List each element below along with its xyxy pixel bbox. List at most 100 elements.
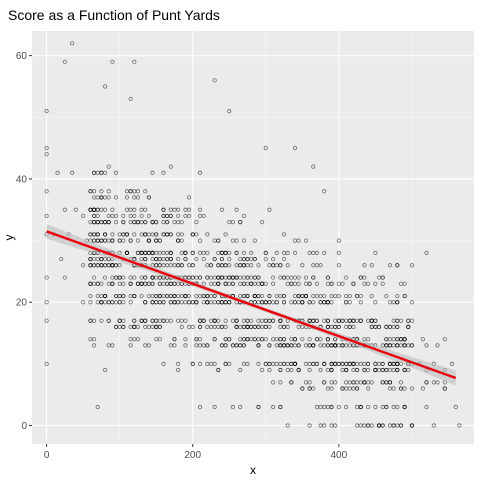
data-point xyxy=(44,109,49,114)
data-point xyxy=(143,189,148,194)
y-tick-label: 0 xyxy=(21,421,27,432)
data-point xyxy=(311,318,316,323)
data-point xyxy=(117,318,122,323)
data-point xyxy=(91,343,97,348)
data-point xyxy=(292,361,298,366)
data-point xyxy=(274,361,279,366)
data-point xyxy=(223,318,228,323)
data-point xyxy=(95,263,100,268)
data-point xyxy=(373,281,378,286)
data-point xyxy=(205,300,210,305)
data-point xyxy=(303,275,309,280)
data-point xyxy=(329,404,334,410)
data-point xyxy=(362,423,367,428)
data-point xyxy=(216,263,221,268)
data-point xyxy=(329,380,334,385)
data-point xyxy=(110,300,115,305)
data-point xyxy=(110,232,115,237)
data-point xyxy=(154,324,159,329)
data-point xyxy=(194,293,199,299)
data-point xyxy=(333,343,338,348)
data-point xyxy=(406,324,411,329)
data-point xyxy=(216,238,221,243)
data-point xyxy=(179,318,184,323)
data-point xyxy=(238,219,243,225)
data-point xyxy=(256,281,261,286)
data-point xyxy=(238,367,243,373)
data-point xyxy=(128,213,133,219)
data-point xyxy=(318,293,323,299)
data-point xyxy=(91,207,97,212)
data-point xyxy=(300,386,305,391)
data-point xyxy=(135,189,141,194)
data-point xyxy=(325,275,330,280)
data-point xyxy=(44,213,49,219)
data-point xyxy=(238,343,243,348)
data-point xyxy=(197,361,203,366)
data-point xyxy=(73,207,78,212)
data-point xyxy=(263,324,268,329)
data-point xyxy=(44,146,49,151)
data-point xyxy=(216,250,221,256)
data-point xyxy=(256,263,261,268)
data-point xyxy=(402,337,407,342)
data-point xyxy=(241,293,246,299)
data-point xyxy=(176,367,181,373)
data-point xyxy=(223,275,228,280)
data-point xyxy=(307,300,312,305)
data-point xyxy=(146,281,151,286)
data-point xyxy=(391,367,396,373)
data-point xyxy=(172,300,177,305)
data-point xyxy=(289,380,294,385)
data-point xyxy=(344,386,349,391)
data-point xyxy=(230,281,236,286)
data-point xyxy=(168,256,173,262)
data-point xyxy=(168,293,173,299)
data-point xyxy=(150,275,155,280)
data-point xyxy=(110,59,115,64)
data-point xyxy=(336,263,341,268)
points-layer xyxy=(44,41,462,428)
data-point xyxy=(252,275,257,280)
data-point xyxy=(44,152,49,157)
data-point xyxy=(128,96,133,101)
data-point xyxy=(44,300,49,305)
data-point xyxy=(380,380,385,385)
data-point xyxy=(62,207,67,212)
data-point xyxy=(355,318,360,323)
data-point xyxy=(457,423,462,428)
data-point xyxy=(318,263,323,268)
data-point xyxy=(252,238,257,243)
data-point xyxy=(208,263,214,268)
data-point xyxy=(223,343,228,348)
data-point xyxy=(369,293,374,299)
data-point xyxy=(227,337,232,342)
data-point xyxy=(132,59,137,64)
data-point xyxy=(168,213,173,219)
data-point xyxy=(362,281,367,286)
data-point xyxy=(212,324,217,329)
data-point xyxy=(249,250,254,256)
data-point xyxy=(143,343,148,348)
data-point xyxy=(110,213,115,219)
data-point xyxy=(344,404,349,410)
data-point xyxy=(307,386,312,391)
data-point xyxy=(267,343,272,348)
data-point xyxy=(234,324,239,329)
data-point xyxy=(179,324,184,329)
data-point xyxy=(157,263,162,268)
plot-panel xyxy=(32,31,474,444)
fit-layer xyxy=(46,223,457,386)
data-point xyxy=(99,189,104,194)
data-point xyxy=(117,300,122,305)
data-point xyxy=(197,238,203,243)
data-point xyxy=(128,219,133,225)
data-point xyxy=(340,343,345,348)
data-point xyxy=(241,281,246,286)
data-point xyxy=(398,281,404,286)
data-point xyxy=(227,263,232,268)
data-point xyxy=(128,300,133,305)
chart-title: Score as a Function of Punt Yards xyxy=(8,7,220,23)
data-point xyxy=(132,337,137,342)
data-point xyxy=(146,213,151,219)
